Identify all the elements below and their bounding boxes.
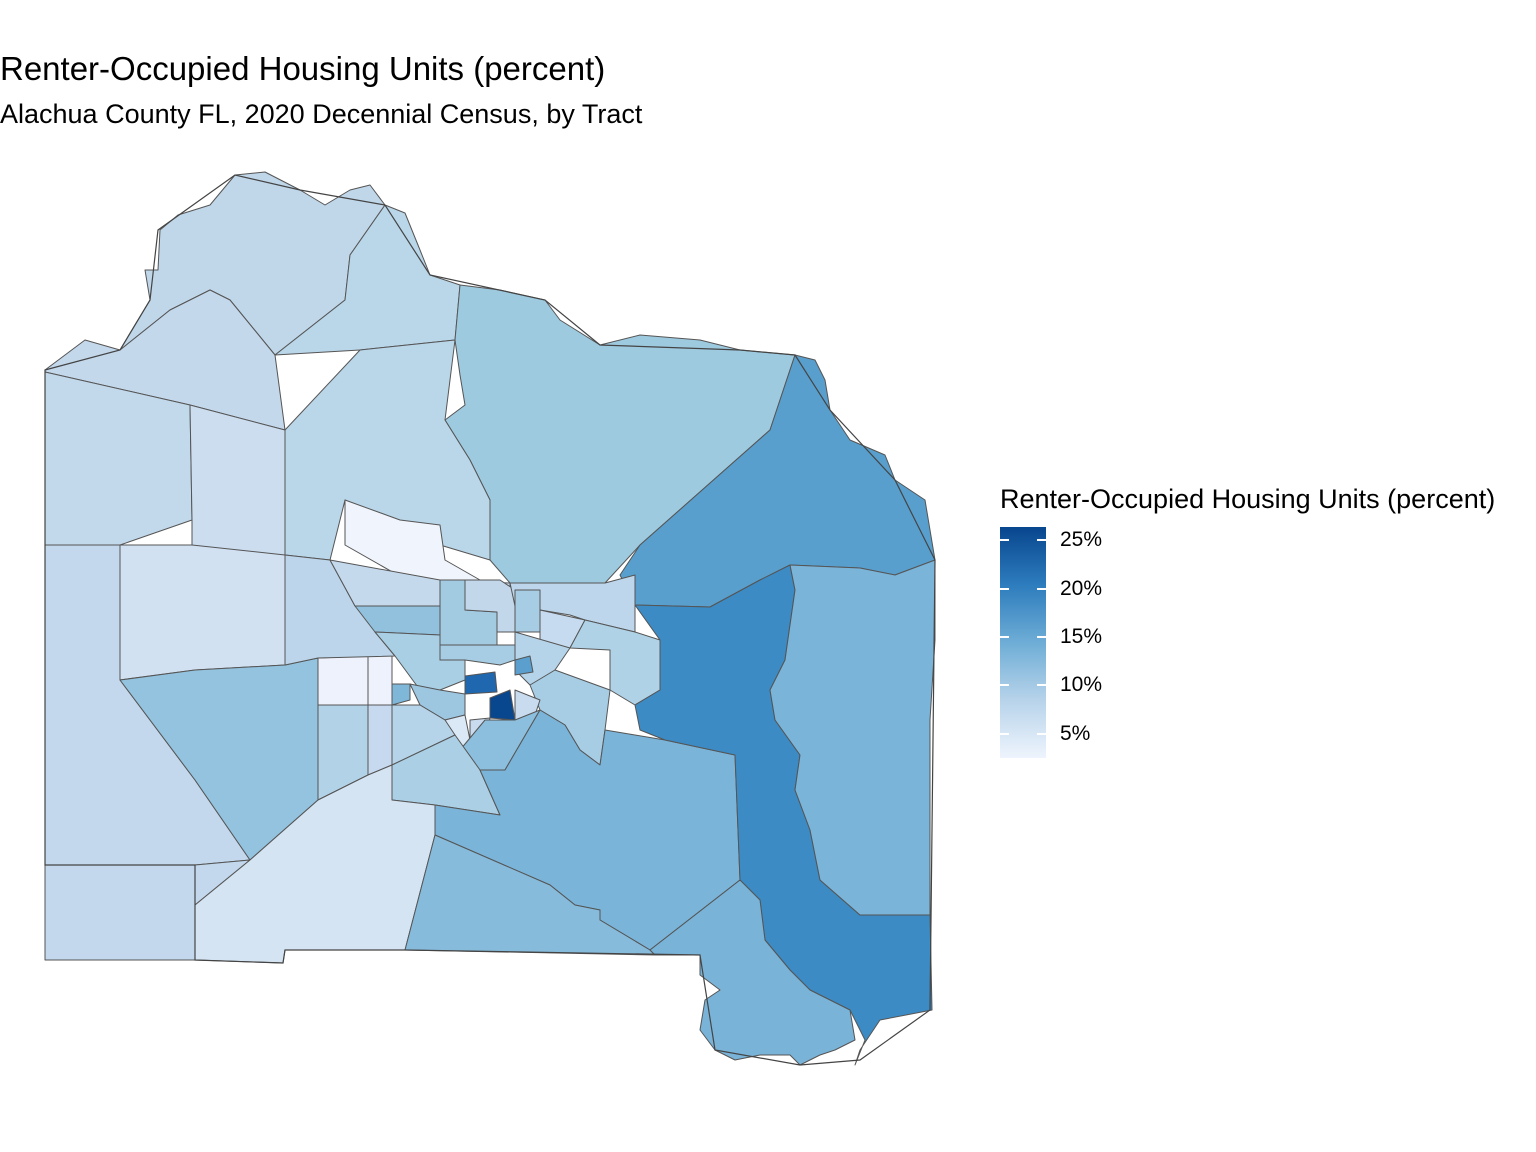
tract — [119, 544, 286, 681]
tract — [367, 655, 393, 706]
tract — [464, 579, 516, 633]
legend-title: Renter-Occupied Housing Units (percent) — [1000, 484, 1496, 514]
tract — [649, 879, 856, 1066]
tract — [439, 644, 516, 666]
legend-label: 5% — [1060, 722, 1091, 745]
tract — [489, 689, 516, 721]
chart-subtitle: Alachua County FL, 2020 Decennial Census… — [0, 99, 643, 129]
tract — [464, 671, 498, 695]
legend-label: 25% — [1060, 528, 1103, 551]
tract — [367, 704, 393, 776]
county-boundary — [44, 174, 936, 1066]
tract — [514, 589, 541, 633]
tract — [189, 404, 286, 556]
legend-label: 15% — [1060, 625, 1103, 648]
tract — [514, 655, 534, 676]
legend-color-bar — [1000, 527, 1046, 758]
legend-label: 10% — [1060, 673, 1103, 696]
tract — [317, 655, 369, 706]
legend-label: 20% — [1060, 577, 1103, 600]
tract — [391, 683, 411, 706]
tract — [391, 704, 456, 766]
chart-title: Renter-Occupied Housing Units (percent) — [0, 50, 606, 87]
tract — [769, 559, 936, 916]
